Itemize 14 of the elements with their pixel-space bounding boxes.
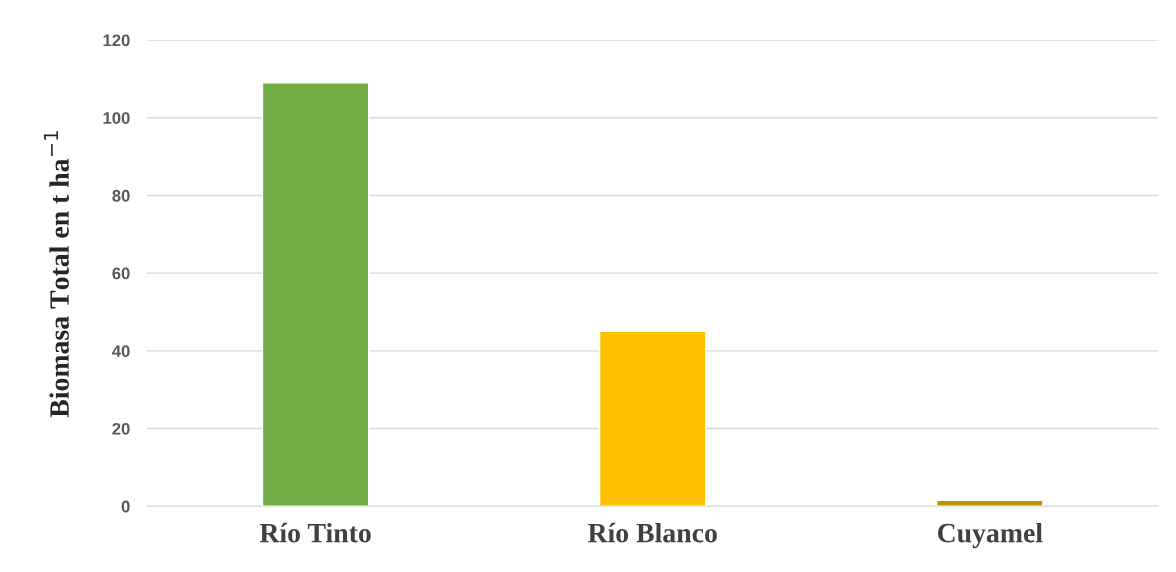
bar (936, 499, 1044, 507)
y-tick-label: 60 (112, 267, 130, 280)
y-tick-label: 100 (103, 112, 130, 124)
x-tick-label: Río Blanco (587, 522, 717, 543)
x-tick-label: Cuyamel (937, 522, 1043, 549)
x-tick-label: Río Tinto (259, 522, 371, 543)
y-axis-title: Biomasa Total en t ha$^{−1}$ (43, 131, 69, 418)
y-tick-label: 120 (103, 34, 130, 47)
bar (261, 82, 370, 507)
y-tick-label: 0 (121, 500, 130, 513)
y-tick-label: 80 (112, 189, 130, 202)
y-tick-label: 20 (112, 422, 130, 435)
y-tick-label: 40 (112, 345, 130, 358)
bar (598, 330, 707, 507)
